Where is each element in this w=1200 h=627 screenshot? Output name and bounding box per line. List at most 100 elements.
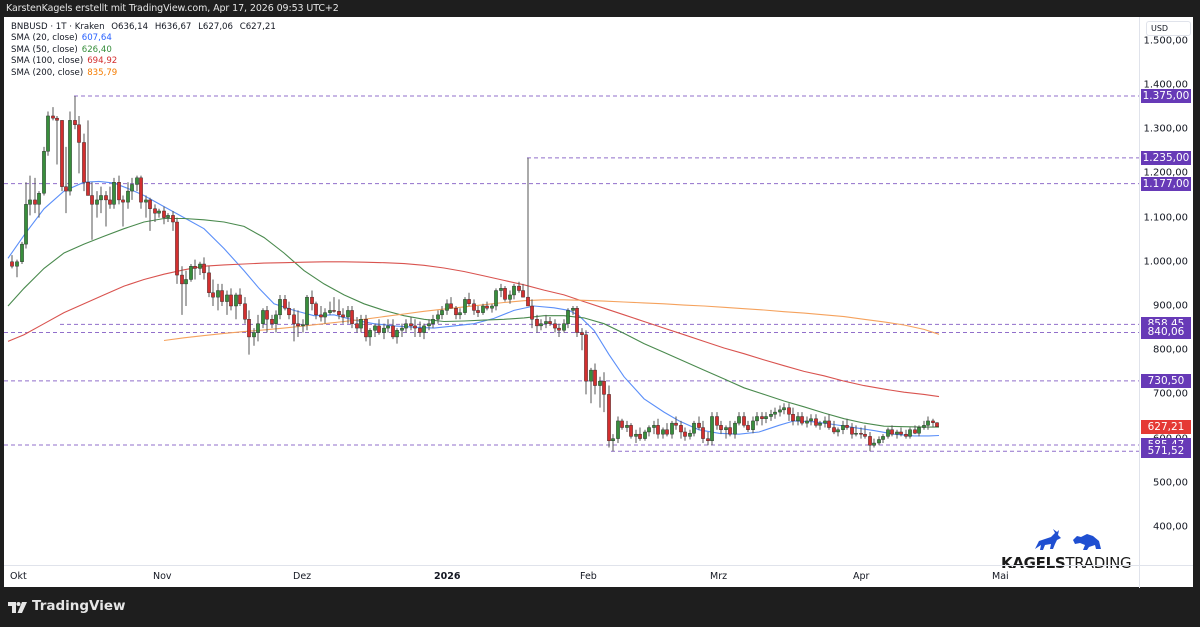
candle [926,420,930,426]
chart-canvas[interactable] [4,17,1139,565]
candle [216,290,220,298]
candle [278,299,282,316]
candle [521,290,525,298]
price-axis[interactable]: USD 1.500,00 1.400,00 1.300,00 1.200,00 1.10… [1139,17,1194,565]
bull-bear-icon [1035,529,1101,550]
candle [778,409,782,413]
candle [845,425,849,428]
candle [665,429,669,435]
candle [440,310,444,316]
candle [832,427,836,433]
indicator-sma200[interactable]: SMA (200, close) 835,79 [11,68,280,79]
sma-line[interactable] [7,261,940,398]
candle [607,394,611,442]
candle [130,184,134,192]
ohlc-low: L627,06 [198,22,233,32]
candle [670,422,674,435]
candle [234,294,238,307]
time-tick: Mrz [710,571,728,582]
candle [859,433,863,435]
price-tick: 900,00 [1153,300,1188,312]
price-level-label[interactable]: 840,06 [1141,325,1191,340]
candle [68,120,72,192]
candle [800,416,804,424]
candle [328,310,332,313]
sma-line[interactable] [7,180,940,437]
candle [247,319,251,338]
candle [616,420,620,439]
price-tick: 500,00 [1153,477,1188,489]
candle [512,285,516,296]
candle [202,263,206,274]
candle [139,177,143,203]
tradingview-logo-icon [8,601,27,613]
candle [548,321,552,324]
candle [400,327,404,331]
candle [539,323,543,327]
candle [243,303,247,320]
candle [135,177,139,185]
candle [818,422,822,426]
candle [791,414,795,422]
price-tick: 700,00 [1153,388,1188,400]
candle [544,321,548,324]
candle [692,422,696,434]
candle [467,299,471,304]
candle [782,407,786,411]
symbol-label[interactable]: BNBUSD · 1T · Kraken [11,22,105,32]
currency-label[interactable]: USD [1146,21,1191,36]
candle [656,425,660,435]
price-level-label[interactable]: 627,21 [1141,419,1191,434]
price-tick: 1.300,00 [1143,123,1188,135]
chart-frame: BNBUSD · 1T · Kraken O636,14 H636,67 L62… [4,17,1194,588]
candle [409,323,413,327]
indicator-label: SMA (50, close) [11,44,78,55]
candle [841,425,845,430]
candle [296,323,300,327]
indicator-sma20[interactable]: SMA (20, close) 607,64 [11,33,280,44]
price-level-label[interactable]: 571,52 [1141,444,1191,459]
candle [881,436,885,440]
candle [683,431,687,437]
time-tick: Nov [153,571,172,582]
candle [404,323,408,329]
candle [229,294,233,307]
time-tick: Apr [853,571,870,582]
candle [256,323,260,333]
sma-line[interactable] [7,217,939,428]
candle [575,308,579,333]
candle [341,314,345,318]
candle [584,334,588,382]
candle [872,442,876,446]
watermark-bold: KAGELS [1001,554,1066,572]
candle [211,292,215,298]
price-tick: 1.400,00 [1143,79,1188,91]
candle [189,266,193,280]
price-level-label[interactable]: 1.235,00 [1141,150,1191,165]
candle [634,433,638,437]
candle [126,190,130,203]
candle [112,182,116,205]
indicator-sma100[interactable]: SMA (100, close) 694,92 [11,56,280,67]
candle [904,433,908,437]
candle [751,420,755,430]
indicator-sma50[interactable]: SMA (50, close) 626,40 [11,45,280,56]
candle [225,294,229,302]
candle [728,427,732,435]
candle [611,438,615,442]
candle [95,199,99,205]
tradingview-footer[interactable]: TradingView [8,598,126,614]
candle [629,425,633,437]
candle [207,272,211,293]
price-level-label[interactable]: 730,50 [1141,373,1191,388]
candle [382,327,386,333]
watermark-light: TRADING [1065,554,1132,572]
candle [602,380,606,395]
time-tick: Okt [10,571,27,582]
candle [863,433,867,437]
candle [710,416,714,442]
price-level-label[interactable]: 1.375,00 [1141,89,1191,104]
time-axis[interactable]: Okt Nov Dez 2026 Feb Mrz Apr Mai [4,565,1193,588]
candle [620,420,624,428]
price-level-label[interactable]: 1.177,00 [1141,176,1191,191]
